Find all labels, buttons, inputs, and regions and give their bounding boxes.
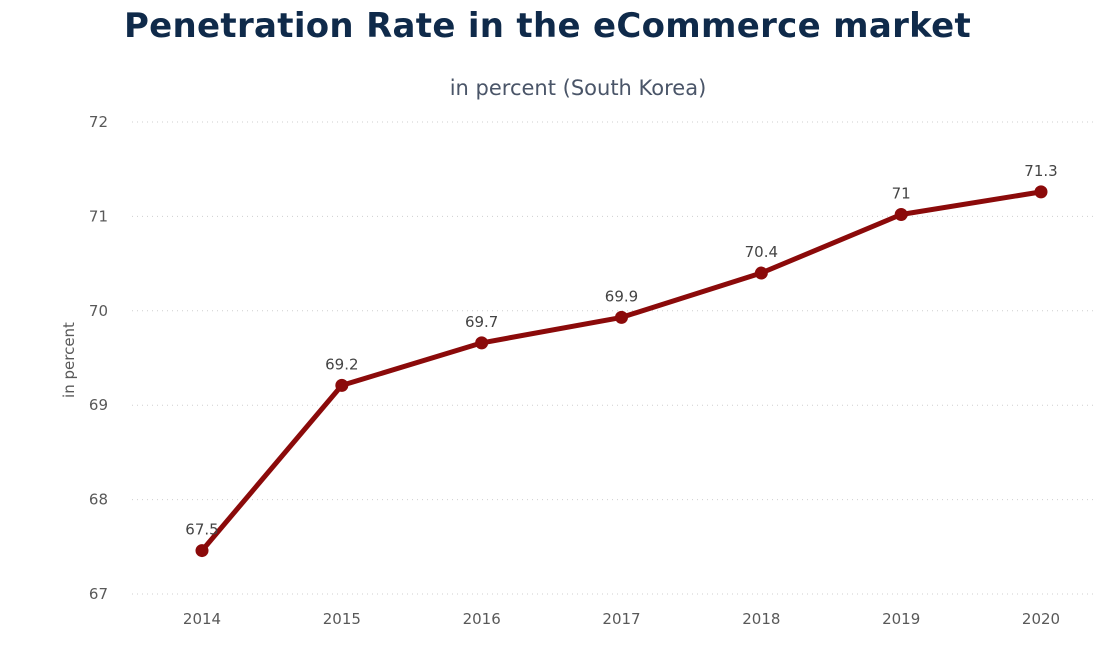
y-tick-label: 70 <box>89 302 108 320</box>
data-labels: 67.5 69.2 69.7 69.9 70.4 71 71.3 <box>185 162 1057 539</box>
data-label-2019: 71 <box>892 185 911 203</box>
data-points <box>195 185 1048 558</box>
data-label-2014: 67.5 <box>185 521 218 539</box>
x-tick-label: 2017 <box>602 610 640 628</box>
x-tick-label: 2019 <box>882 610 920 628</box>
chart-title: Penetration Rate in the eCommerce market <box>123 6 972 46</box>
y-tick-label: 68 <box>89 491 108 509</box>
data-point-2017[interactable] <box>615 310 628 324</box>
data-label-2016: 69.7 <box>465 313 498 331</box>
x-tick-label: 2018 <box>742 610 780 628</box>
data-point-2014[interactable] <box>195 544 209 558</box>
data-label-2017: 69.9 <box>605 287 638 305</box>
data-label-2018: 70.4 <box>745 243 778 261</box>
data-point-2020[interactable] <box>1034 185 1048 199</box>
data-point-2015[interactable] <box>335 378 349 392</box>
y-tick-label: 67 <box>89 585 108 603</box>
x-tick-label: 2016 <box>463 610 501 628</box>
data-label-2015: 69.2 <box>325 355 358 373</box>
y-axis-label: in percent <box>60 322 78 398</box>
gridlines <box>132 121 1095 595</box>
x-tick-label: 2020 <box>1022 610 1060 628</box>
y-tick-label: 69 <box>89 396 108 414</box>
y-axis-ticks: 67 68 69 70 71 72 <box>89 113 108 603</box>
data-point-2018[interactable] <box>754 266 768 280</box>
x-tick-label: 2014 <box>183 610 221 628</box>
y-tick-label: 71 <box>89 207 108 225</box>
y-tick-label: 72 <box>89 113 108 131</box>
x-tick-label: 2015 <box>323 610 361 628</box>
chart-subtitle: in percent (South Korea) <box>449 76 707 100</box>
data-point-2016[interactable] <box>475 336 489 350</box>
data-label-2020: 71.3 <box>1024 162 1057 180</box>
data-point-2019[interactable] <box>894 208 908 222</box>
x-axis-ticks: 2014 2015 2016 2017 2018 2019 2020 <box>183 610 1060 628</box>
